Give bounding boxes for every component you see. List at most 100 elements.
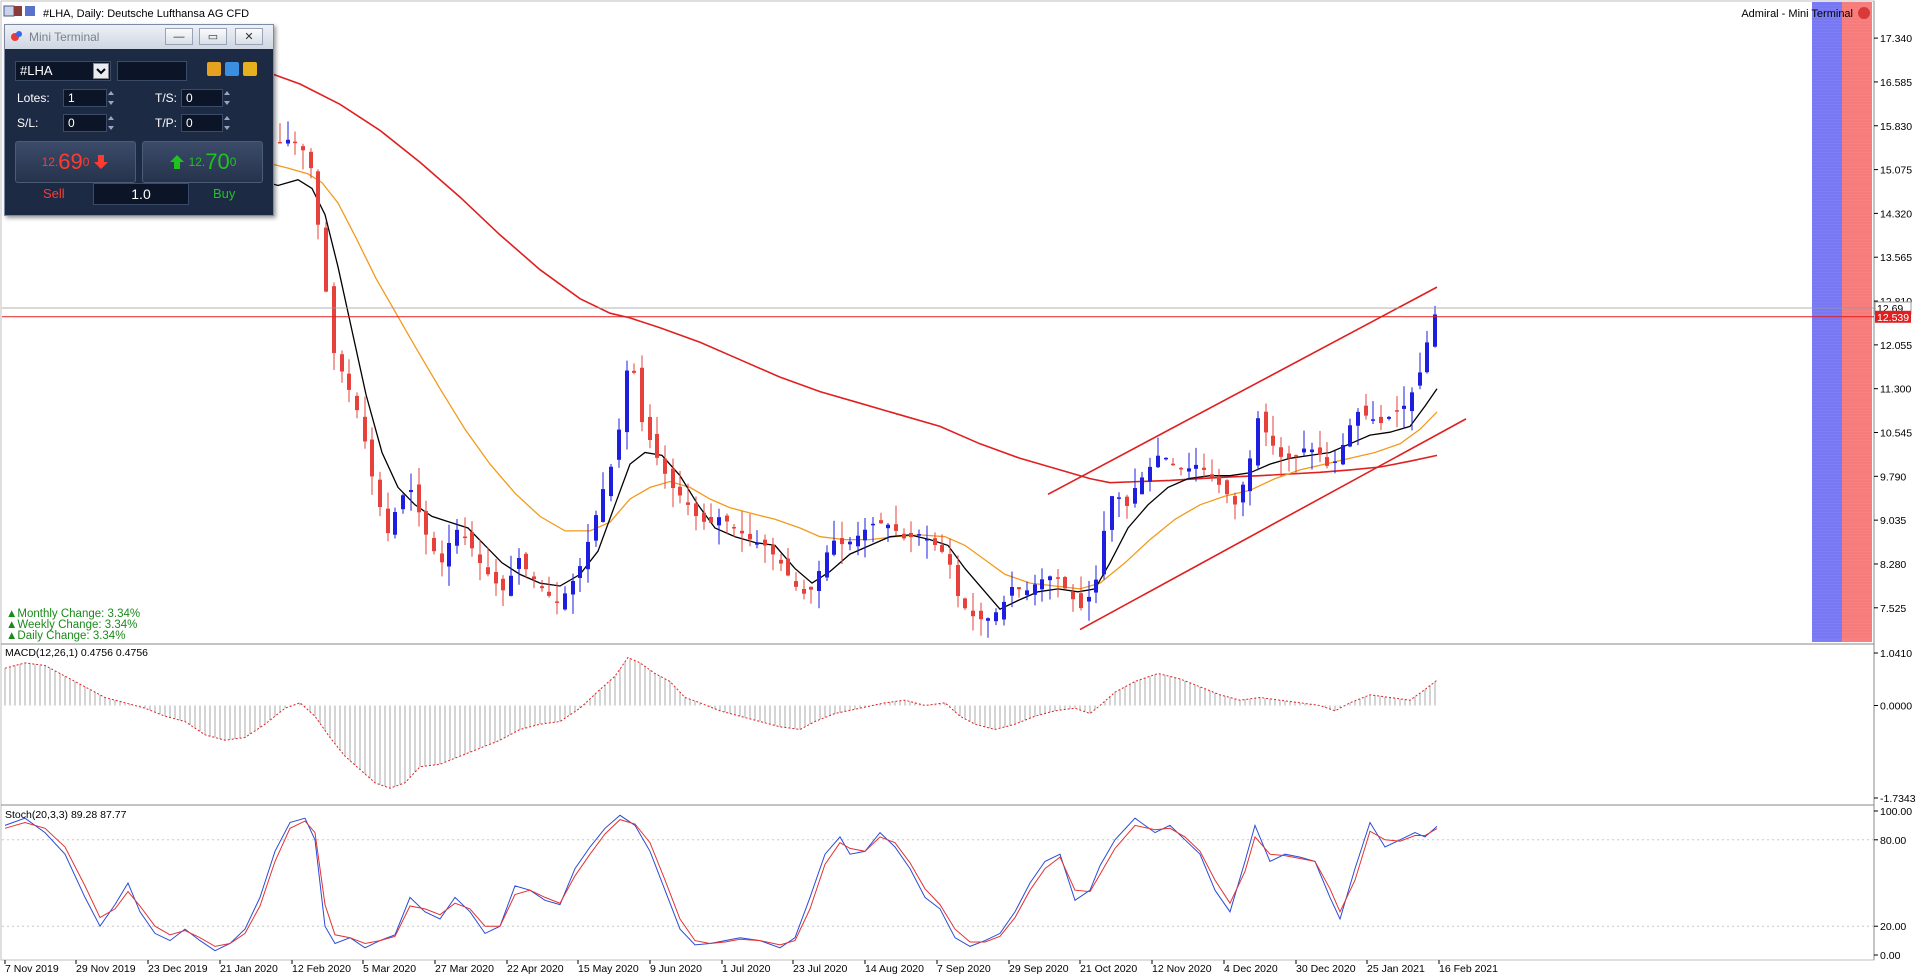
tp-label: T/P:: [155, 116, 178, 130]
candle-body: [678, 486, 682, 496]
candle-body: [809, 586, 813, 590]
volume-input[interactable]: 1.0: [93, 183, 189, 205]
candle-body: [455, 529, 459, 546]
candle-body: [278, 141, 282, 144]
candle-body: [694, 503, 698, 517]
candle-body: [894, 524, 898, 531]
candle-body: [925, 539, 929, 541]
candle-body: [917, 534, 921, 536]
candle-body: [563, 593, 567, 610]
candle-body: [1056, 577, 1060, 579]
candle-body: [840, 538, 844, 545]
candle-body: [1087, 596, 1091, 602]
candle-body: [555, 601, 559, 603]
candle-body: [1279, 447, 1283, 457]
price-tick-label: 12.055: [1880, 340, 1912, 352]
arrow-down-icon: [94, 155, 109, 169]
date-tick-label: 7 Nov 2019: [5, 963, 59, 975]
candle-body: [501, 578, 505, 591]
grid-icon[interactable]: [243, 62, 257, 76]
price-tick-label: 9.035: [1880, 515, 1906, 527]
stoch-title: Stoch(20,3,3) 89.28 87.77: [5, 809, 127, 821]
candle-body: [1102, 530, 1106, 575]
candle-body: [1410, 392, 1414, 412]
candle-body: [486, 567, 490, 575]
price-tick-label: 11.300: [1880, 384, 1911, 396]
date-tick-label: 14 Aug 2020: [865, 963, 924, 975]
toolbar-icons[interactable]: [3, 5, 35, 17]
candle-body: [1371, 419, 1375, 421]
candle-body: [1433, 314, 1437, 347]
date-tick-label: 23 Dec 2019: [148, 963, 208, 975]
macd-title: MACD(12,26,1) 0.4756 0.4756: [5, 647, 148, 659]
ts-stepper[interactable]: [223, 89, 231, 107]
candle-body: [1048, 576, 1052, 581]
candle-body: [1310, 449, 1314, 453]
candle-body: [1002, 601, 1006, 620]
sl-input[interactable]: 0: [63, 114, 107, 132]
candle-body: [1325, 457, 1329, 466]
macd-tick-label: 1.0410: [1880, 648, 1912, 660]
time-axis[interactable]: 7 Nov 2019 29 Nov 2019 23 Dec 2019 21 Jan 2…: [4, 960, 1498, 975]
up-triangle-icon: ▲: [6, 608, 18, 620]
candle-body: [717, 517, 721, 526]
candle-body: [363, 416, 367, 442]
candle-body: [632, 370, 636, 373]
candle-body: [1017, 587, 1021, 590]
candle-body: [1402, 405, 1406, 409]
buy-price-button[interactable]: 12. 70 0: [142, 141, 263, 183]
candle-body: [740, 530, 744, 534]
lots-stepper[interactable]: [107, 89, 115, 107]
symbol-dropdown-button[interactable]: [93, 63, 109, 79]
maximize-button[interactable]: ▭: [199, 28, 227, 45]
price-tick-label: 13.565: [1880, 252, 1912, 264]
candle-body: [517, 558, 521, 569]
candle-body: [971, 610, 975, 617]
candle-body: [1202, 467, 1206, 470]
sl-stepper[interactable]: [107, 114, 115, 132]
candle-body: [1364, 405, 1368, 416]
candle-body: [1033, 584, 1037, 595]
lots-input[interactable]: 1: [63, 89, 107, 107]
candle-body: [393, 512, 397, 535]
candle-body: [1425, 342, 1429, 373]
candle-body: [948, 554, 952, 565]
candle-body: [1271, 435, 1275, 446]
close-chart-icon[interactable]: [1858, 7, 1870, 19]
copy-icon[interactable]: [207, 62, 221, 76]
candle-body: [825, 552, 829, 578]
price-tick-label: 17.340: [1880, 33, 1912, 45]
candle-body: [1110, 496, 1114, 530]
candle-body: [1117, 497, 1121, 499]
candle-body: [755, 542, 759, 545]
gear-icon[interactable]: [225, 62, 239, 76]
mini-terminal-titlebar[interactable]: Mini Terminal — ▭ ✕: [5, 25, 273, 49]
stochastic-lines: [4, 814, 1438, 952]
symbol-description-field: [117, 61, 187, 81]
sell-button[interactable]: Sell: [43, 186, 65, 201]
candle-body: [1341, 444, 1345, 465]
candle-body: [347, 373, 351, 390]
price-axis[interactable]: 17.34016.58515.83015.07514.32013.56512.8…: [1874, 33, 1916, 962]
tp-stepper[interactable]: [223, 114, 231, 132]
close-button[interactable]: ✕: [235, 28, 263, 45]
candle-body: [648, 416, 652, 440]
minimize-button[interactable]: —: [165, 28, 193, 45]
candle-body: [963, 598, 967, 609]
symbol-select[interactable]: #LHA: [15, 61, 111, 81]
candle-body: [447, 542, 451, 567]
price-tick-label: 15.830: [1880, 121, 1912, 133]
buy-button[interactable]: Buy: [213, 186, 236, 201]
candle-body: [301, 146, 305, 151]
chevron-down-icon: [96, 68, 106, 75]
mini-terminal-window[interactable]: Mini Terminal — ▭ ✕ #LHA Lotes: 1 T/S: 0…: [4, 24, 274, 216]
date-tick-label: 21 Oct 2020: [1080, 963, 1137, 975]
candle-body: [1187, 468, 1191, 472]
date-tick-label: 30 Dec 2020: [1296, 963, 1356, 975]
ts-input[interactable]: 0: [181, 89, 223, 107]
price-tick-label: 7.525: [1880, 603, 1906, 615]
candle-body: [601, 489, 605, 522]
tp-input[interactable]: 0: [181, 114, 223, 132]
sell-price-button[interactable]: 12. 69 0: [15, 141, 136, 183]
